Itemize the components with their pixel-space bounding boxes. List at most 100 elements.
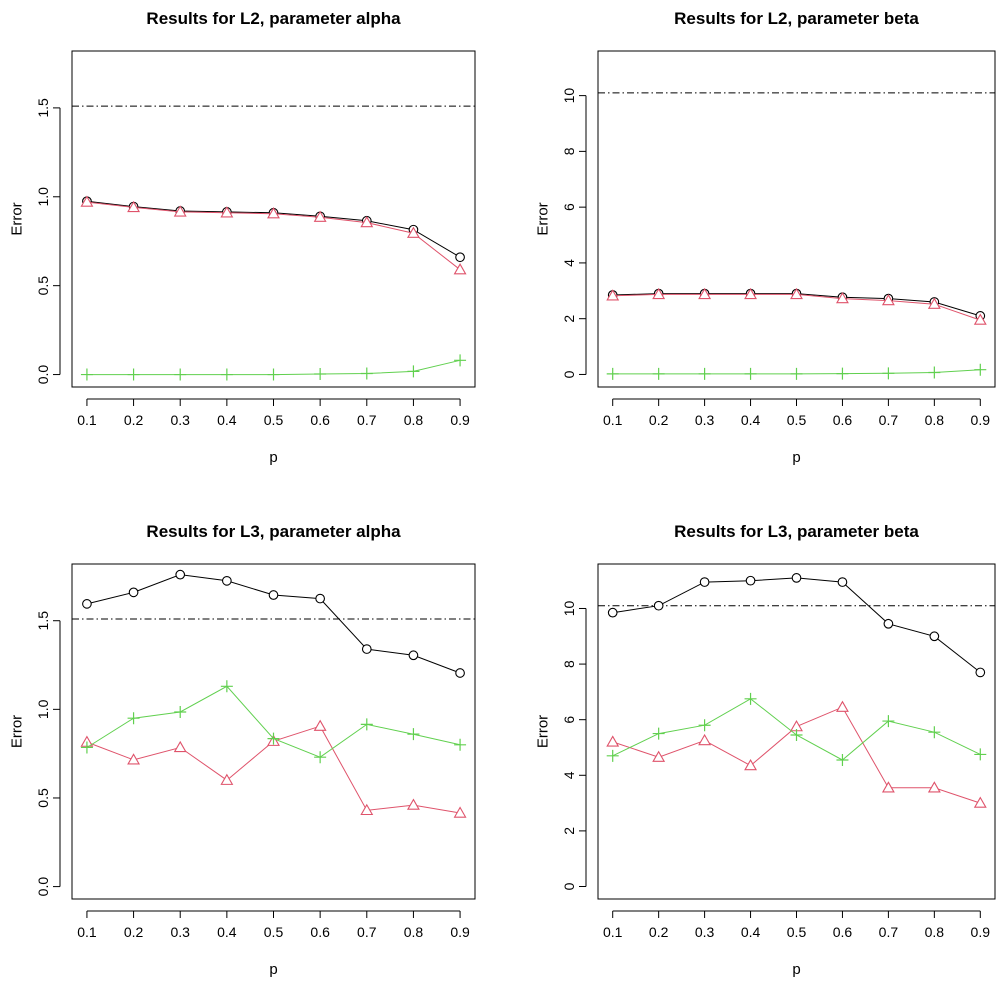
series-line <box>86 685 461 758</box>
data-point-circle <box>699 577 710 587</box>
x-tick-label: 0.3 <box>170 924 190 940</box>
data-point-triangle <box>698 287 712 300</box>
chart-title: Results for L2, parameter beta <box>674 9 919 28</box>
data-point-circle <box>361 644 372 654</box>
x-tick-label: 0.8 <box>925 412 945 428</box>
data-point-triangle <box>652 750 666 762</box>
data-point-plus <box>974 748 987 761</box>
x-tick-label: 0.4 <box>741 924 761 940</box>
data-point-plus <box>454 738 467 751</box>
series-1-circle <box>607 573 986 678</box>
series-3-plus <box>80 354 467 381</box>
x-tick-label: 0.5 <box>264 412 284 428</box>
series-line <box>612 577 981 673</box>
x-tick-label: 0.4 <box>741 412 761 428</box>
data-point-triangle <box>406 226 420 238</box>
data-point-plus <box>314 751 327 764</box>
data-point-triangle <box>453 263 467 275</box>
y-tick-label: 0.0 <box>35 877 51 897</box>
data-point-triangle <box>881 781 895 793</box>
x-tick-label: 0.2 <box>124 412 144 428</box>
y-tick-label: 0 <box>561 882 577 890</box>
data-point-plus <box>220 368 233 381</box>
x-tick-label: 0.2 <box>649 412 669 428</box>
data-point-circle <box>128 587 139 598</box>
y-tick-label: 1.5 <box>35 98 51 118</box>
chart-title: Results for L3, parameter alpha <box>146 522 401 541</box>
y-tick-label: 1.0 <box>35 699 51 719</box>
data-point-triangle <box>881 293 895 306</box>
y-axis-label: Error <box>535 715 552 748</box>
data-point-circle <box>837 577 848 587</box>
y-tick-label: 0 <box>561 370 577 378</box>
x-tick-label: 0.7 <box>357 412 377 428</box>
x-tick-label: 0.8 <box>404 412 424 428</box>
data-point-plus <box>360 367 373 380</box>
series-3-plus <box>606 363 987 380</box>
data-point-plus <box>267 368 280 381</box>
series-1-circle <box>82 569 465 678</box>
plot-frame <box>71 563 476 900</box>
x-tick-label: 0.1 <box>77 412 97 428</box>
y-tick-label: 6 <box>561 716 577 724</box>
data-point-triangle <box>836 291 849 304</box>
data-point-plus <box>836 753 849 766</box>
series-2-triangle <box>606 287 987 325</box>
y-tick-label: 6 <box>561 203 577 211</box>
data-point-triangle <box>698 733 712 746</box>
data-point-triangle <box>790 287 803 300</box>
x-tick-label: 0.9 <box>971 924 991 940</box>
x-axis-label: p <box>269 449 277 466</box>
y-tick-label: 4 <box>561 259 577 267</box>
chart-panel-3: Results for L3, parameter alpha 0.1 0.2 0.3… <box>9 522 476 978</box>
data-point-circle <box>268 590 279 600</box>
data-point-triangle <box>173 205 187 217</box>
x-tick-label: 0.5 <box>264 924 284 940</box>
data-point-plus <box>360 718 373 731</box>
data-point-triangle <box>453 806 467 818</box>
data-point-circle <box>455 252 465 263</box>
data-point-triangle <box>127 753 141 765</box>
data-point-plus <box>220 680 233 693</box>
x-tick-label: 0.6 <box>833 924 853 940</box>
data-point-triangle <box>267 207 280 219</box>
data-point-plus <box>606 367 619 380</box>
series-3-plus <box>80 680 467 764</box>
data-point-triangle <box>744 287 757 300</box>
data-point-plus <box>407 728 420 741</box>
data-point-plus <box>652 727 665 740</box>
data-point-circle <box>791 573 802 583</box>
y-tick-label: 10 <box>561 600 577 616</box>
data-point-triangle <box>360 215 374 228</box>
data-point-circle <box>315 593 325 604</box>
data-point-plus <box>928 366 941 379</box>
x-tick-label: 0.3 <box>695 924 715 940</box>
y-tick-label: 0.5 <box>35 276 51 296</box>
data-point-triangle <box>927 297 941 309</box>
data-point-triangle <box>313 210 327 222</box>
x-tick-label: 0.4 <box>217 924 237 940</box>
plot-frame <box>71 50 476 388</box>
x-tick-label: 0.8 <box>404 924 424 940</box>
data-point-plus <box>882 715 895 728</box>
data-point-plus <box>698 719 711 732</box>
data-point-plus <box>127 368 140 381</box>
x-tick-label: 0.3 <box>695 412 715 428</box>
data-point-circle <box>653 600 664 611</box>
data-point-plus <box>80 741 93 754</box>
chart-panel-1: Results for L2, parameter alpha 0.1 0.2 0.3… <box>9 9 476 466</box>
data-point-triangle <box>973 313 987 325</box>
data-point-plus <box>407 365 420 378</box>
chart-panel-4: Results for L3, parameter beta 0.1 0.2 0.3 0… <box>535 522 996 978</box>
y-axis-label: Error <box>9 202 26 235</box>
chart-title: Results for L2, parameter alpha <box>146 9 401 28</box>
data-point-triangle <box>360 803 374 816</box>
y-axis-label: Error <box>535 202 552 235</box>
x-tick-label: 0.7 <box>879 412 899 428</box>
x-tick-label: 0.5 <box>787 412 807 428</box>
data-point-plus <box>652 367 665 380</box>
data-point-plus <box>882 367 895 380</box>
data-point-triangle <box>606 289 620 301</box>
x-tick-label: 0.6 <box>310 924 330 940</box>
